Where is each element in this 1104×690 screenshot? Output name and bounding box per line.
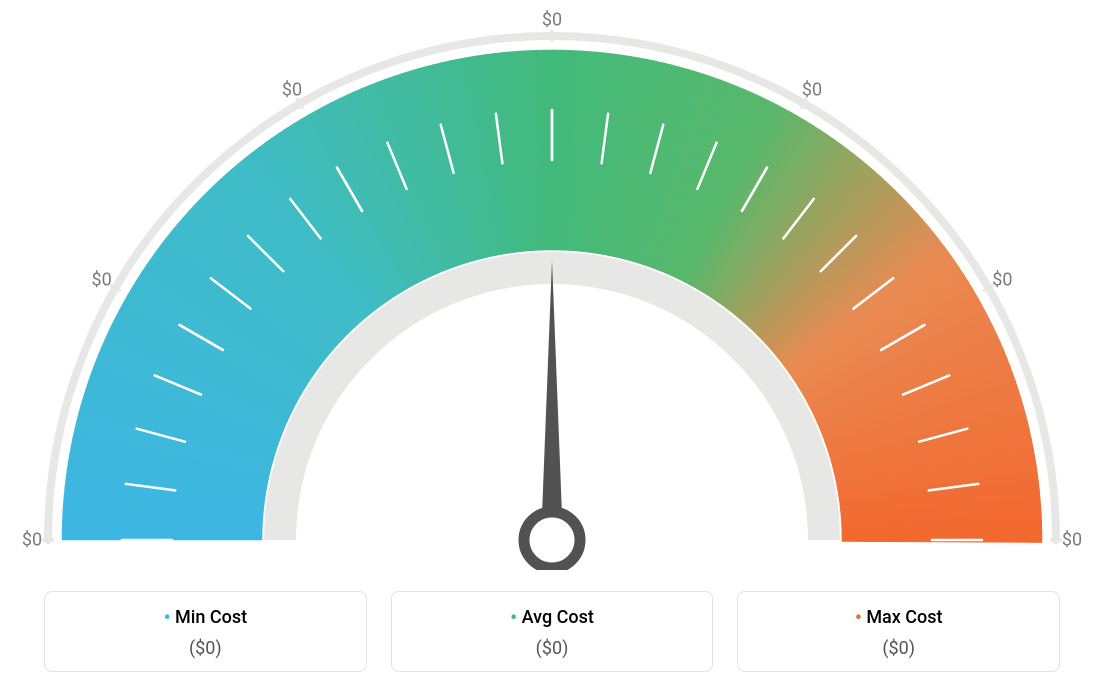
gauge-chart-container: $0 $0 $0 $0 $0 $0 $0 • Min Cost ($0) • Avg Cos…: [0, 0, 1104, 690]
legend-title-avg: • Avg Cost: [402, 606, 703, 630]
gauge-tick-label: $0: [1062, 530, 1082, 551]
legend-value-avg: ($0): [402, 638, 703, 659]
gauge-tick-label: $0: [282, 79, 302, 100]
gauge-area: $0 $0 $0 $0 $0 $0 $0: [0, 0, 1104, 570]
legend-card-max: • Max Cost ($0): [737, 591, 1060, 672]
legend-title-min: • Min Cost: [55, 606, 356, 630]
legend-card-min: • Min Cost ($0): [44, 591, 367, 672]
legend-label-min: Min Cost: [175, 607, 247, 628]
gauge-tick-label: $0: [92, 270, 112, 291]
legend-value-max: ($0): [748, 638, 1049, 659]
legend-label-max: Max Cost: [866, 607, 942, 628]
gauge-tick-label: $0: [542, 10, 562, 31]
legend-value-min: ($0): [55, 638, 356, 659]
legend-card-avg: • Avg Cost ($0): [391, 591, 714, 672]
gauge-svg: [0, 0, 1104, 570]
gauge-tick-label: $0: [992, 270, 1012, 291]
legend-title-max: • Max Cost: [748, 606, 1049, 630]
legend-label-avg: Avg Cost: [522, 607, 594, 628]
bullet-icon: •: [855, 605, 862, 629]
legend-row: • Min Cost ($0) • Avg Cost ($0) • Max Co…: [44, 591, 1060, 672]
gauge-tick-label: $0: [802, 79, 822, 100]
bullet-icon: •: [164, 605, 171, 629]
gauge-tick-label: $0: [22, 530, 42, 551]
bullet-icon: •: [510, 605, 517, 629]
